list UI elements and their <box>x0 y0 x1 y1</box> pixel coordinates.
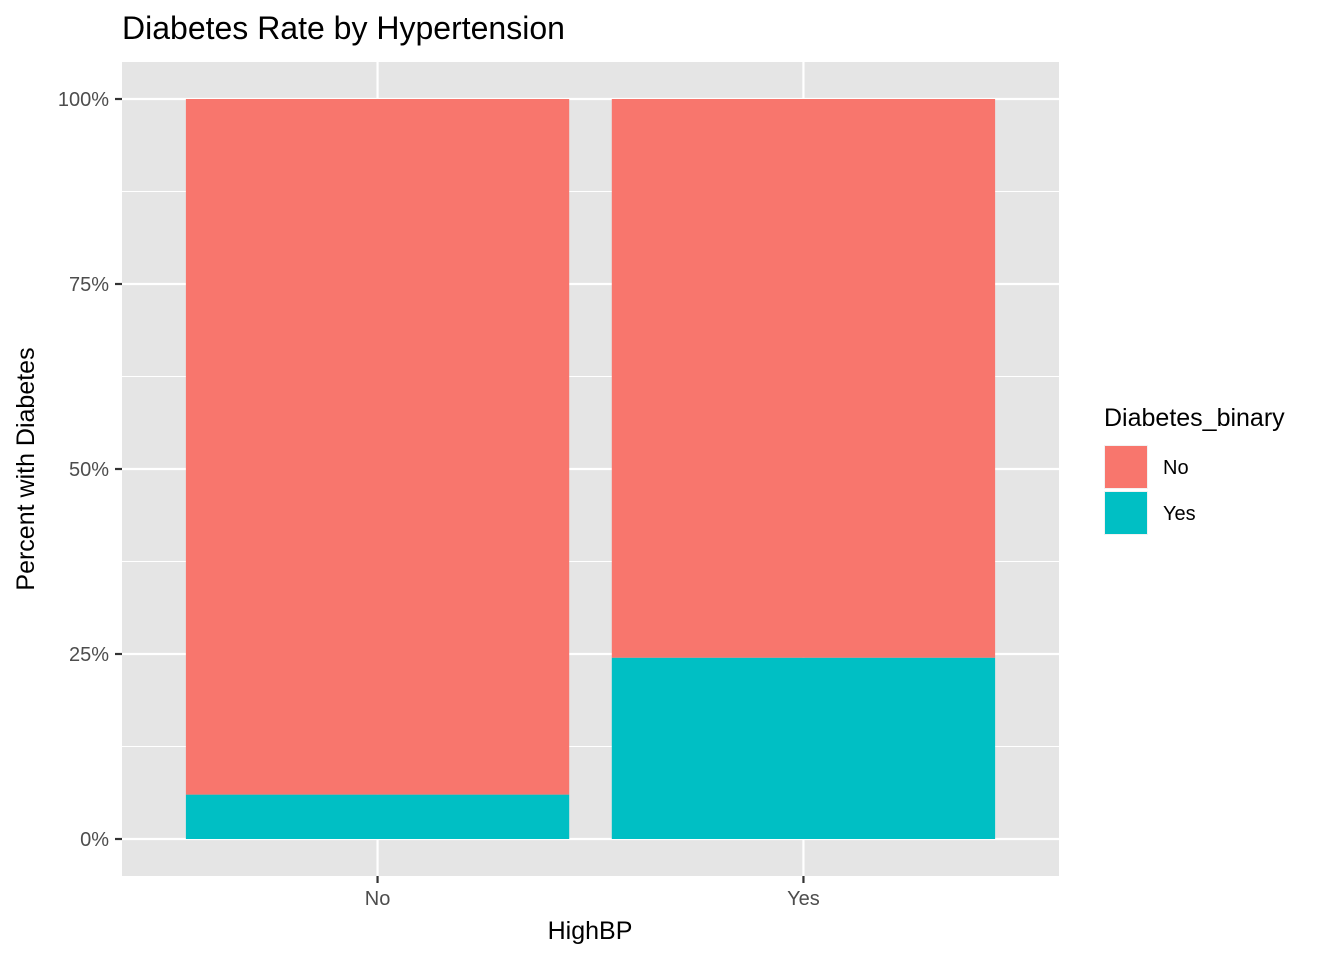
x-axis-title: HighBP <box>548 917 633 945</box>
bar-no-yes <box>185 794 570 839</box>
chart-title: Diabetes Rate by Hypertension <box>122 10 565 46</box>
y-tick-label: 0% <box>80 829 109 851</box>
bar-no-no <box>185 99 570 795</box>
x-axis: No Yes <box>365 876 820 910</box>
bars <box>185 99 996 839</box>
legend-label: Yes <box>1163 503 1196 525</box>
legend-label: No <box>1163 457 1189 479</box>
x-tick-label: Yes <box>787 888 820 910</box>
y-tick-label: 100% <box>58 89 109 111</box>
y-axis-title: Percent with Diabetes <box>12 347 40 590</box>
x-tick-label: No <box>365 888 391 910</box>
legend-key-yes <box>1105 492 1147 534</box>
y-tick-label: 50% <box>69 459 109 481</box>
y-tick-label: 25% <box>69 644 109 666</box>
y-tick-label: 75% <box>69 274 109 296</box>
legend-key-no <box>1105 446 1147 488</box>
legend: Diabetes_binary No Yes <box>1104 404 1285 535</box>
bar-yes-yes <box>611 657 996 839</box>
y-axis: 0% 25% 50% 75% 100% <box>58 89 122 851</box>
bar-yes-no <box>611 99 996 658</box>
legend-title: Diabetes_binary <box>1104 404 1285 432</box>
